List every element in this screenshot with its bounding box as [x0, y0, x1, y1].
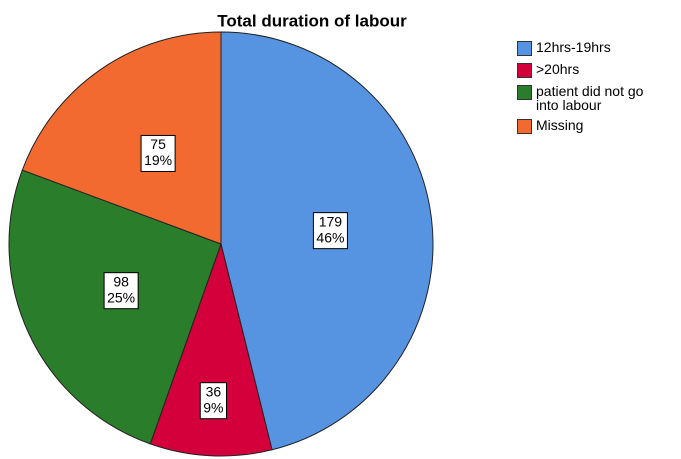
percent-label: 46%: [316, 229, 344, 245]
label-box: [312, 212, 348, 250]
legend: 12hrs-19hrs >20hrs patient did not go into…: [517, 40, 667, 140]
percent-label: 25%: [107, 289, 135, 305]
chart-title: Total duration of labour: [217, 11, 407, 30]
legend-label: Missing: [536, 117, 584, 133]
count-label: 36: [206, 383, 222, 399]
count-label: 179: [319, 213, 343, 229]
label-box: [103, 272, 139, 310]
legend-item: 12hrs-19hrs: [517, 40, 667, 56]
legend-swatch: [517, 119, 532, 134]
percent-label: 9%: [203, 399, 223, 415]
legend-label: >20hrs: [536, 61, 580, 77]
pie-slice: [21, 31, 222, 245]
percent-label: 19%: [144, 152, 172, 168]
legend-label: 12hrs-19hrs: [536, 39, 611, 55]
pie-slice: [149, 242, 273, 457]
legend-swatch: [517, 41, 532, 56]
legend-item: patient did not go into labour: [517, 84, 667, 112]
label-box: [140, 134, 176, 172]
label-box: [199, 382, 227, 420]
legend-item: Missing: [517, 118, 667, 134]
count-label: 75: [150, 136, 166, 152]
legend-label: patient did not go into labour: [536, 83, 644, 113]
legend-swatch: [517, 85, 532, 100]
legend-swatch: [517, 63, 532, 78]
data-label: 369%: [199, 382, 227, 420]
count-label: 98: [113, 273, 129, 289]
legend-item: >20hrs: [517, 62, 667, 78]
